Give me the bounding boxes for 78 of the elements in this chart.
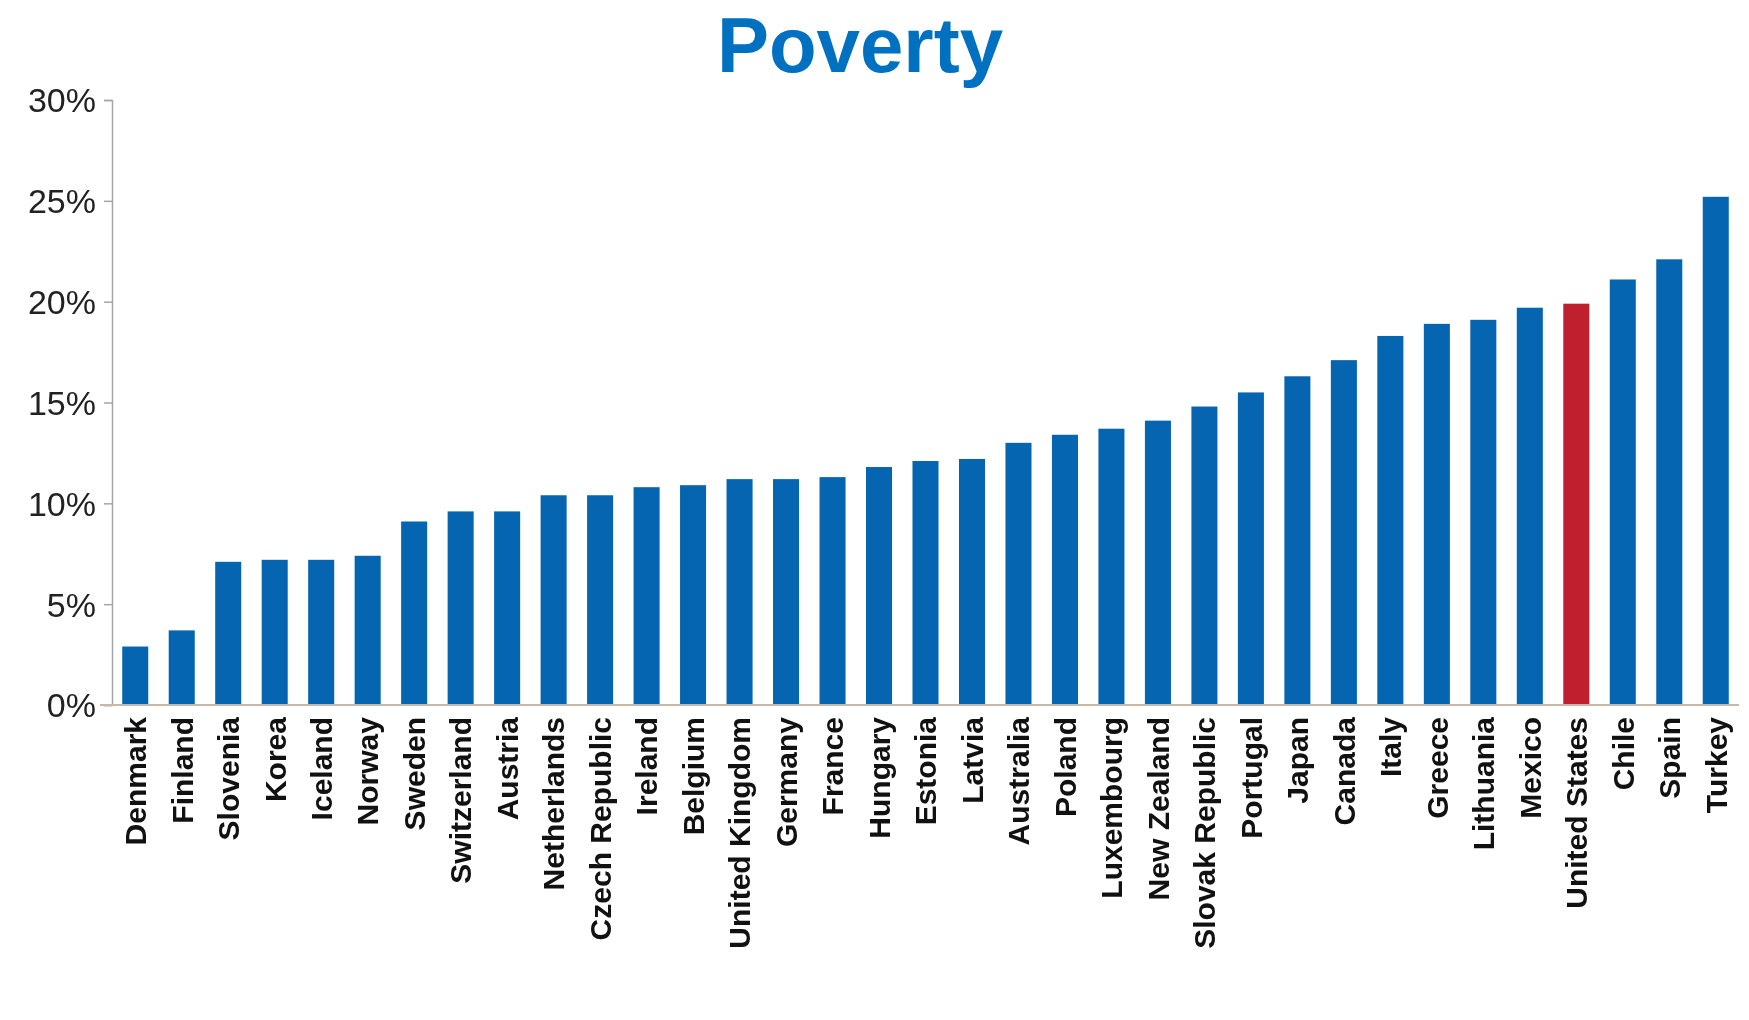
x-tick-label: Latvia: [955, 716, 989, 804]
x-tick-label: Norway: [351, 716, 385, 826]
x-tick-label: Hungary: [862, 716, 896, 839]
y-tick-label: 5%: [46, 585, 96, 624]
bar: [215, 561, 242, 705]
bar: [1563, 303, 1590, 705]
x-tick-label: New Zealand: [1141, 717, 1175, 901]
x-tick-label: Netherlands: [537, 717, 571, 891]
bar: [540, 495, 567, 705]
x-tick-label: Lithuania: [1467, 716, 1501, 851]
bar: [494, 511, 521, 705]
bar: [1423, 323, 1450, 705]
x-tick-label: Japan: [1281, 717, 1315, 804]
bar: [633, 487, 660, 705]
bar: [912, 460, 939, 705]
bar: [1470, 319, 1497, 705]
x-tick-label: Chile: [1606, 717, 1640, 791]
x-tick-label: Slovenia: [212, 716, 246, 841]
bar: [1702, 196, 1729, 705]
bar: [680, 485, 707, 705]
y-tick-label: 15%: [27, 383, 96, 422]
bar: [773, 479, 800, 705]
bar: [1656, 259, 1683, 705]
bar: [354, 555, 381, 705]
bar: [1098, 428, 1125, 705]
x-tick-label: Luxembourg: [1095, 717, 1129, 899]
bar: [1609, 279, 1636, 705]
x-tick-label: Portugal: [1234, 717, 1268, 839]
bar: [1191, 406, 1218, 705]
x-tick-label: United States: [1560, 717, 1594, 909]
x-tick-label: Estonia: [909, 716, 943, 826]
bar: [1284, 376, 1311, 705]
x-tick-label: United Kingdom: [723, 717, 757, 949]
bar: [401, 521, 428, 705]
bar: [866, 467, 893, 705]
x-tick-label: Mexico: [1513, 717, 1547, 819]
bar: [958, 458, 985, 705]
bar: [1377, 335, 1404, 705]
bar: [587, 495, 614, 705]
x-tick-label: Switzerland: [444, 717, 478, 884]
bar: [1516, 307, 1543, 705]
y-tick-label: 30%: [27, 81, 96, 120]
y-tick-label: 10%: [27, 484, 96, 523]
bar: [308, 559, 335, 705]
x-tick-label: Australia: [1002, 716, 1036, 846]
bar: [122, 646, 149, 705]
x-tick-label: Poland: [1048, 717, 1082, 818]
x-tick-label: Czech Republic: [583, 717, 617, 941]
bar: [168, 630, 195, 705]
x-tick-label: Italy: [1374, 716, 1408, 778]
x-tick-label: Austria: [490, 716, 524, 821]
bar: [1237, 392, 1264, 705]
y-tick-label: 0%: [46, 686, 96, 725]
y-tick-label: 20%: [27, 283, 96, 322]
chart-title: Poverty: [716, 1, 1004, 89]
x-tick-label: Turkey: [1699, 716, 1733, 814]
x-tick-label: Belgium: [676, 717, 710, 836]
x-tick-label: Denmark: [119, 716, 153, 846]
bar: [1144, 420, 1171, 705]
x-tick-label: Slovak Republic: [1188, 717, 1222, 949]
x-tick-label: Sweden: [397, 717, 431, 831]
bar: [261, 559, 288, 705]
bar: [447, 511, 474, 705]
x-tick-label: Spain: [1653, 717, 1687, 799]
x-tick-label: Korea: [258, 716, 292, 803]
bar: [819, 477, 846, 705]
bar: [1051, 434, 1078, 705]
x-tick-label: Iceland: [304, 717, 338, 821]
x-tick-label: Ireland: [630, 717, 664, 816]
x-tick-label: Germany: [769, 716, 803, 848]
bar: [1330, 360, 1357, 705]
x-tick-label: France: [816, 717, 850, 816]
x-tick-label: Canada: [1327, 716, 1361, 826]
bar: [726, 479, 753, 705]
x-tick-label: Finland: [165, 717, 199, 824]
bar: [1005, 442, 1032, 705]
x-tick-label: Greece: [1420, 717, 1454, 819]
y-tick-label: 25%: [27, 182, 96, 221]
